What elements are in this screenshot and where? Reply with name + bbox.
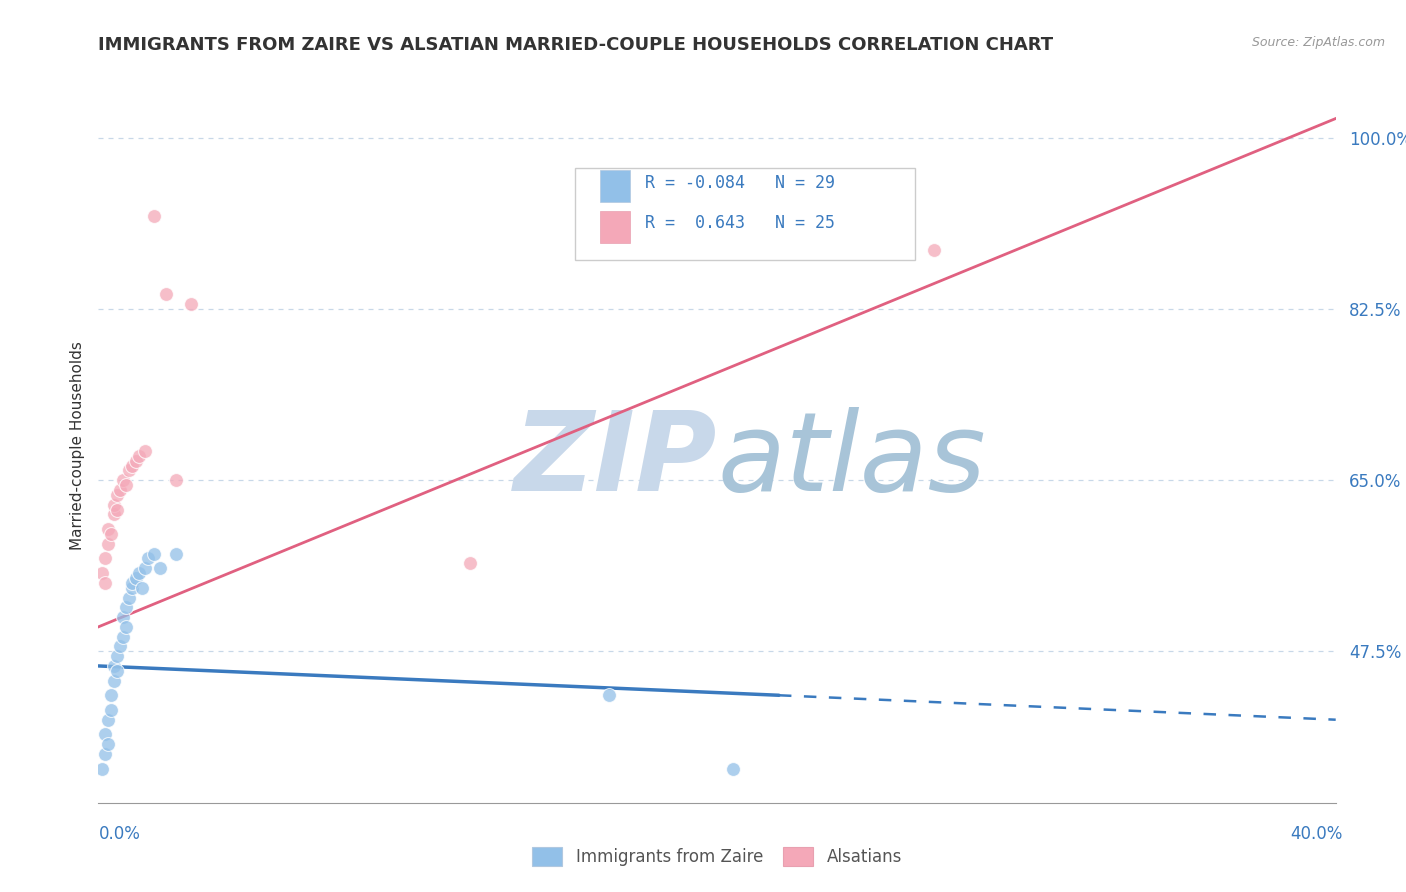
Point xyxy=(97,737,120,751)
FancyBboxPatch shape xyxy=(599,169,630,202)
Point xyxy=(134,443,156,458)
Point xyxy=(112,473,135,487)
Point xyxy=(128,449,150,463)
Point xyxy=(100,688,122,702)
Point xyxy=(97,522,120,536)
Point xyxy=(143,547,166,561)
Point xyxy=(105,488,128,502)
Point xyxy=(100,703,122,717)
Point xyxy=(105,664,128,678)
Text: R = -0.084   N = 29: R = -0.084 N = 29 xyxy=(645,175,835,193)
Point xyxy=(143,209,166,223)
Point xyxy=(180,297,202,311)
Point xyxy=(128,566,150,580)
Point xyxy=(458,557,481,571)
Point xyxy=(598,688,620,702)
Point xyxy=(103,673,125,688)
Text: IMMIGRANTS FROM ZAIRE VS ALSATIAN MARRIED-COUPLE HOUSEHOLDS CORRELATION CHART: IMMIGRANTS FROM ZAIRE VS ALSATIAN MARRIE… xyxy=(98,36,1053,54)
Point xyxy=(112,630,135,644)
Point xyxy=(103,498,125,512)
Text: atlas: atlas xyxy=(717,407,986,514)
Point xyxy=(105,502,128,516)
Y-axis label: Married-couple Households: Married-couple Households xyxy=(69,342,84,550)
Point xyxy=(922,244,945,258)
Point xyxy=(93,747,115,761)
Point xyxy=(115,478,138,492)
Text: Source: ZipAtlas.com: Source: ZipAtlas.com xyxy=(1251,36,1385,49)
Point xyxy=(103,659,125,673)
Point xyxy=(115,620,138,634)
Point xyxy=(155,287,177,301)
Point xyxy=(165,547,187,561)
Point xyxy=(149,561,172,575)
Point xyxy=(121,581,143,595)
FancyBboxPatch shape xyxy=(575,168,915,260)
Point xyxy=(124,571,146,585)
Point xyxy=(124,453,146,467)
Point xyxy=(93,551,115,566)
Point xyxy=(121,575,143,590)
Point xyxy=(165,473,187,487)
Text: 40.0%: 40.0% xyxy=(1291,825,1343,843)
Point xyxy=(105,649,128,664)
Point xyxy=(115,600,138,615)
Point xyxy=(136,551,159,566)
Point xyxy=(131,581,153,595)
Point xyxy=(97,537,120,551)
Point xyxy=(112,610,135,624)
Point xyxy=(97,713,120,727)
Point xyxy=(93,727,115,741)
Point xyxy=(93,575,115,590)
Point xyxy=(134,561,156,575)
Point xyxy=(108,483,131,497)
Point xyxy=(721,762,744,776)
Point xyxy=(100,527,122,541)
Point xyxy=(90,566,112,580)
Point xyxy=(90,762,112,776)
Text: 0.0%: 0.0% xyxy=(98,825,141,843)
Point xyxy=(121,458,143,473)
Point xyxy=(103,508,125,522)
Legend: Immigrants from Zaire, Alsatians: Immigrants from Zaire, Alsatians xyxy=(524,838,910,875)
Text: ZIP: ZIP xyxy=(513,407,717,514)
Point xyxy=(118,591,141,605)
Point xyxy=(108,640,131,654)
Point xyxy=(118,463,141,477)
Text: R =  0.643   N = 25: R = 0.643 N = 25 xyxy=(645,214,835,232)
FancyBboxPatch shape xyxy=(599,211,630,243)
